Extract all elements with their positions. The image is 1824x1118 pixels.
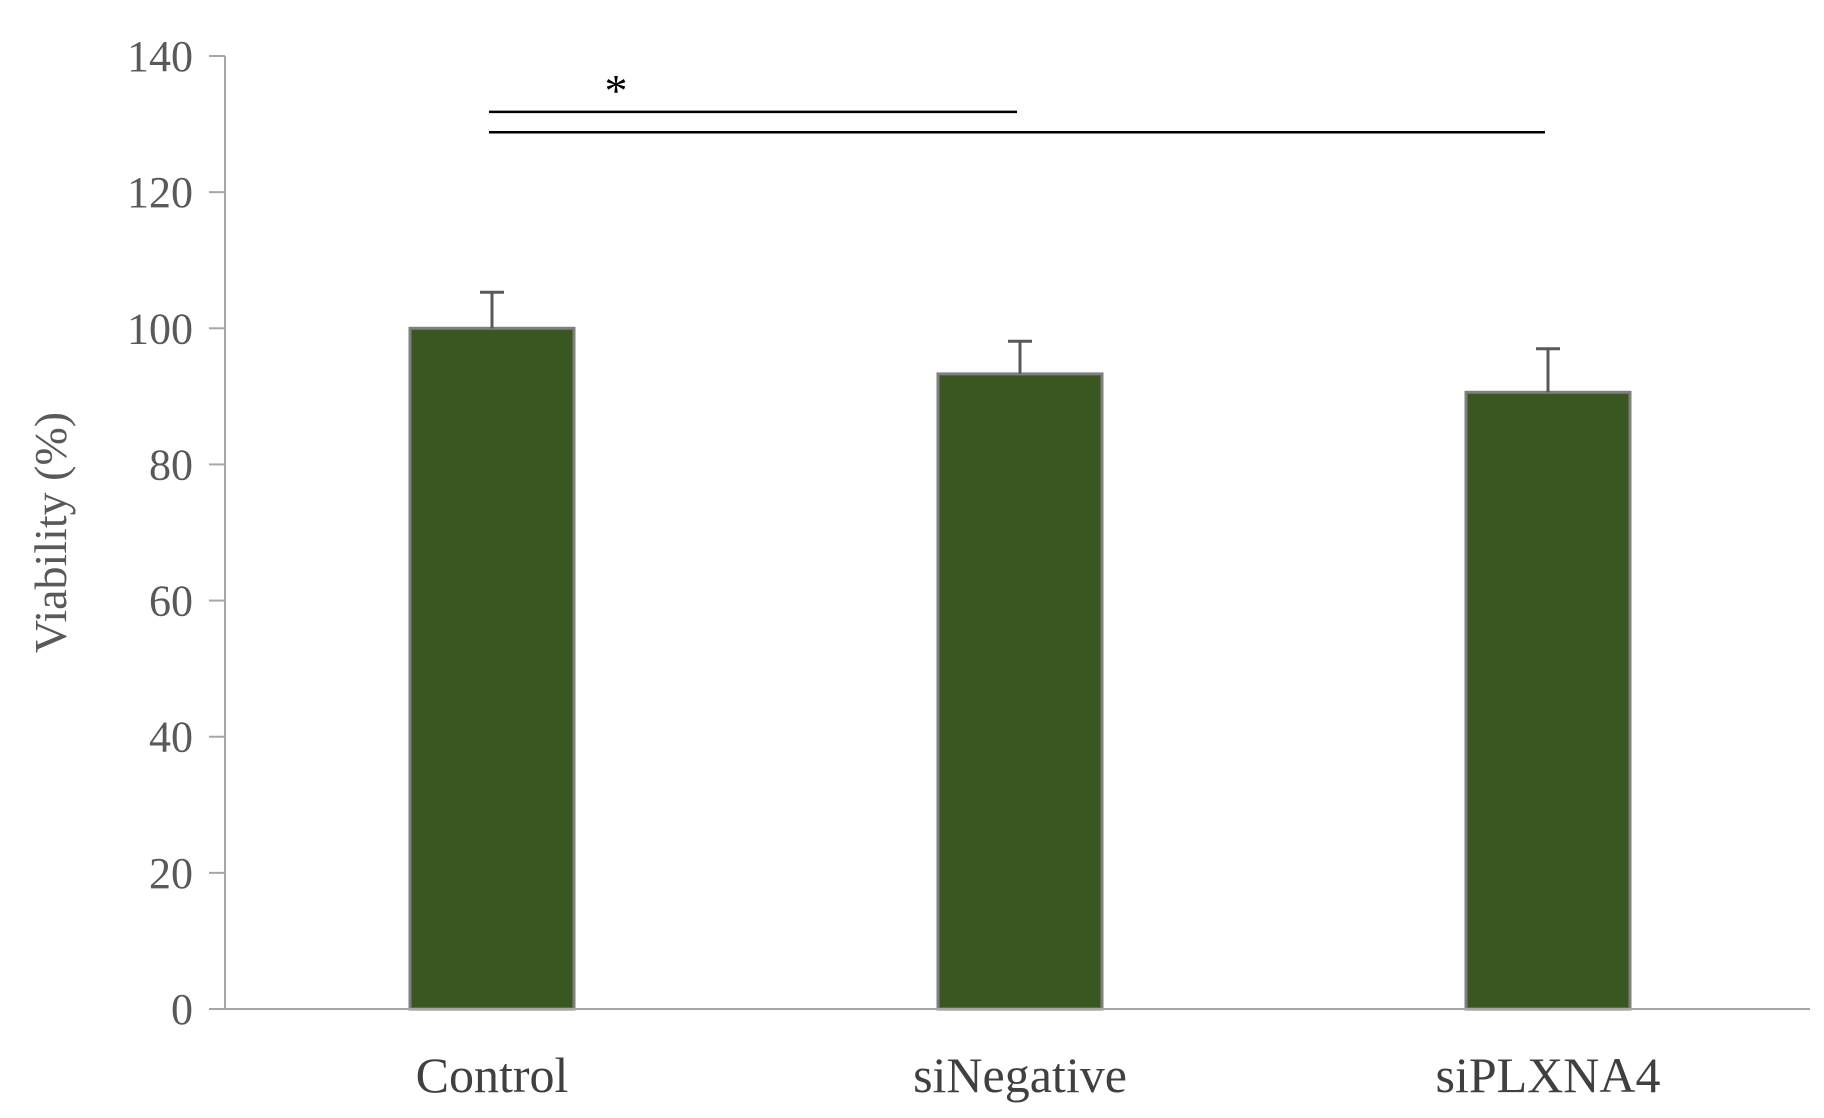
y-tick-label: 140 — [127, 32, 193, 81]
y-tick-label: 100 — [127, 304, 193, 353]
y-tick-label: 60 — [149, 577, 193, 626]
bar-control — [408, 326, 576, 1011]
significance-marker: * — [605, 65, 628, 116]
x-tick-label: siPLXNA4 — [1435, 1047, 1660, 1103]
y-tick-label: 80 — [149, 440, 193, 489]
bar-sinegative — [936, 372, 1104, 1011]
x-tick-label: Control — [416, 1047, 569, 1103]
y-axis-ticks: 0 20 40 60 80 100 120 140 — [127, 32, 225, 1034]
y-tick-label: 20 — [149, 849, 193, 898]
x-tick-label: siNegative — [913, 1047, 1127, 1103]
y-tick-label: 0 — [171, 985, 193, 1034]
y-tick-label: 40 — [149, 713, 193, 762]
bar-siplxna4 — [1464, 390, 1632, 1011]
significance-layer: * — [489, 65, 1545, 134]
y-tick-label: 120 — [127, 168, 193, 217]
bars-layer — [408, 326, 1632, 1011]
x-axis-labels: Control siNegative siPLXNA4 — [416, 1047, 1661, 1103]
y-axis-title: Viability (%) — [25, 412, 76, 653]
error-bars-layer — [480, 290, 1560, 393]
